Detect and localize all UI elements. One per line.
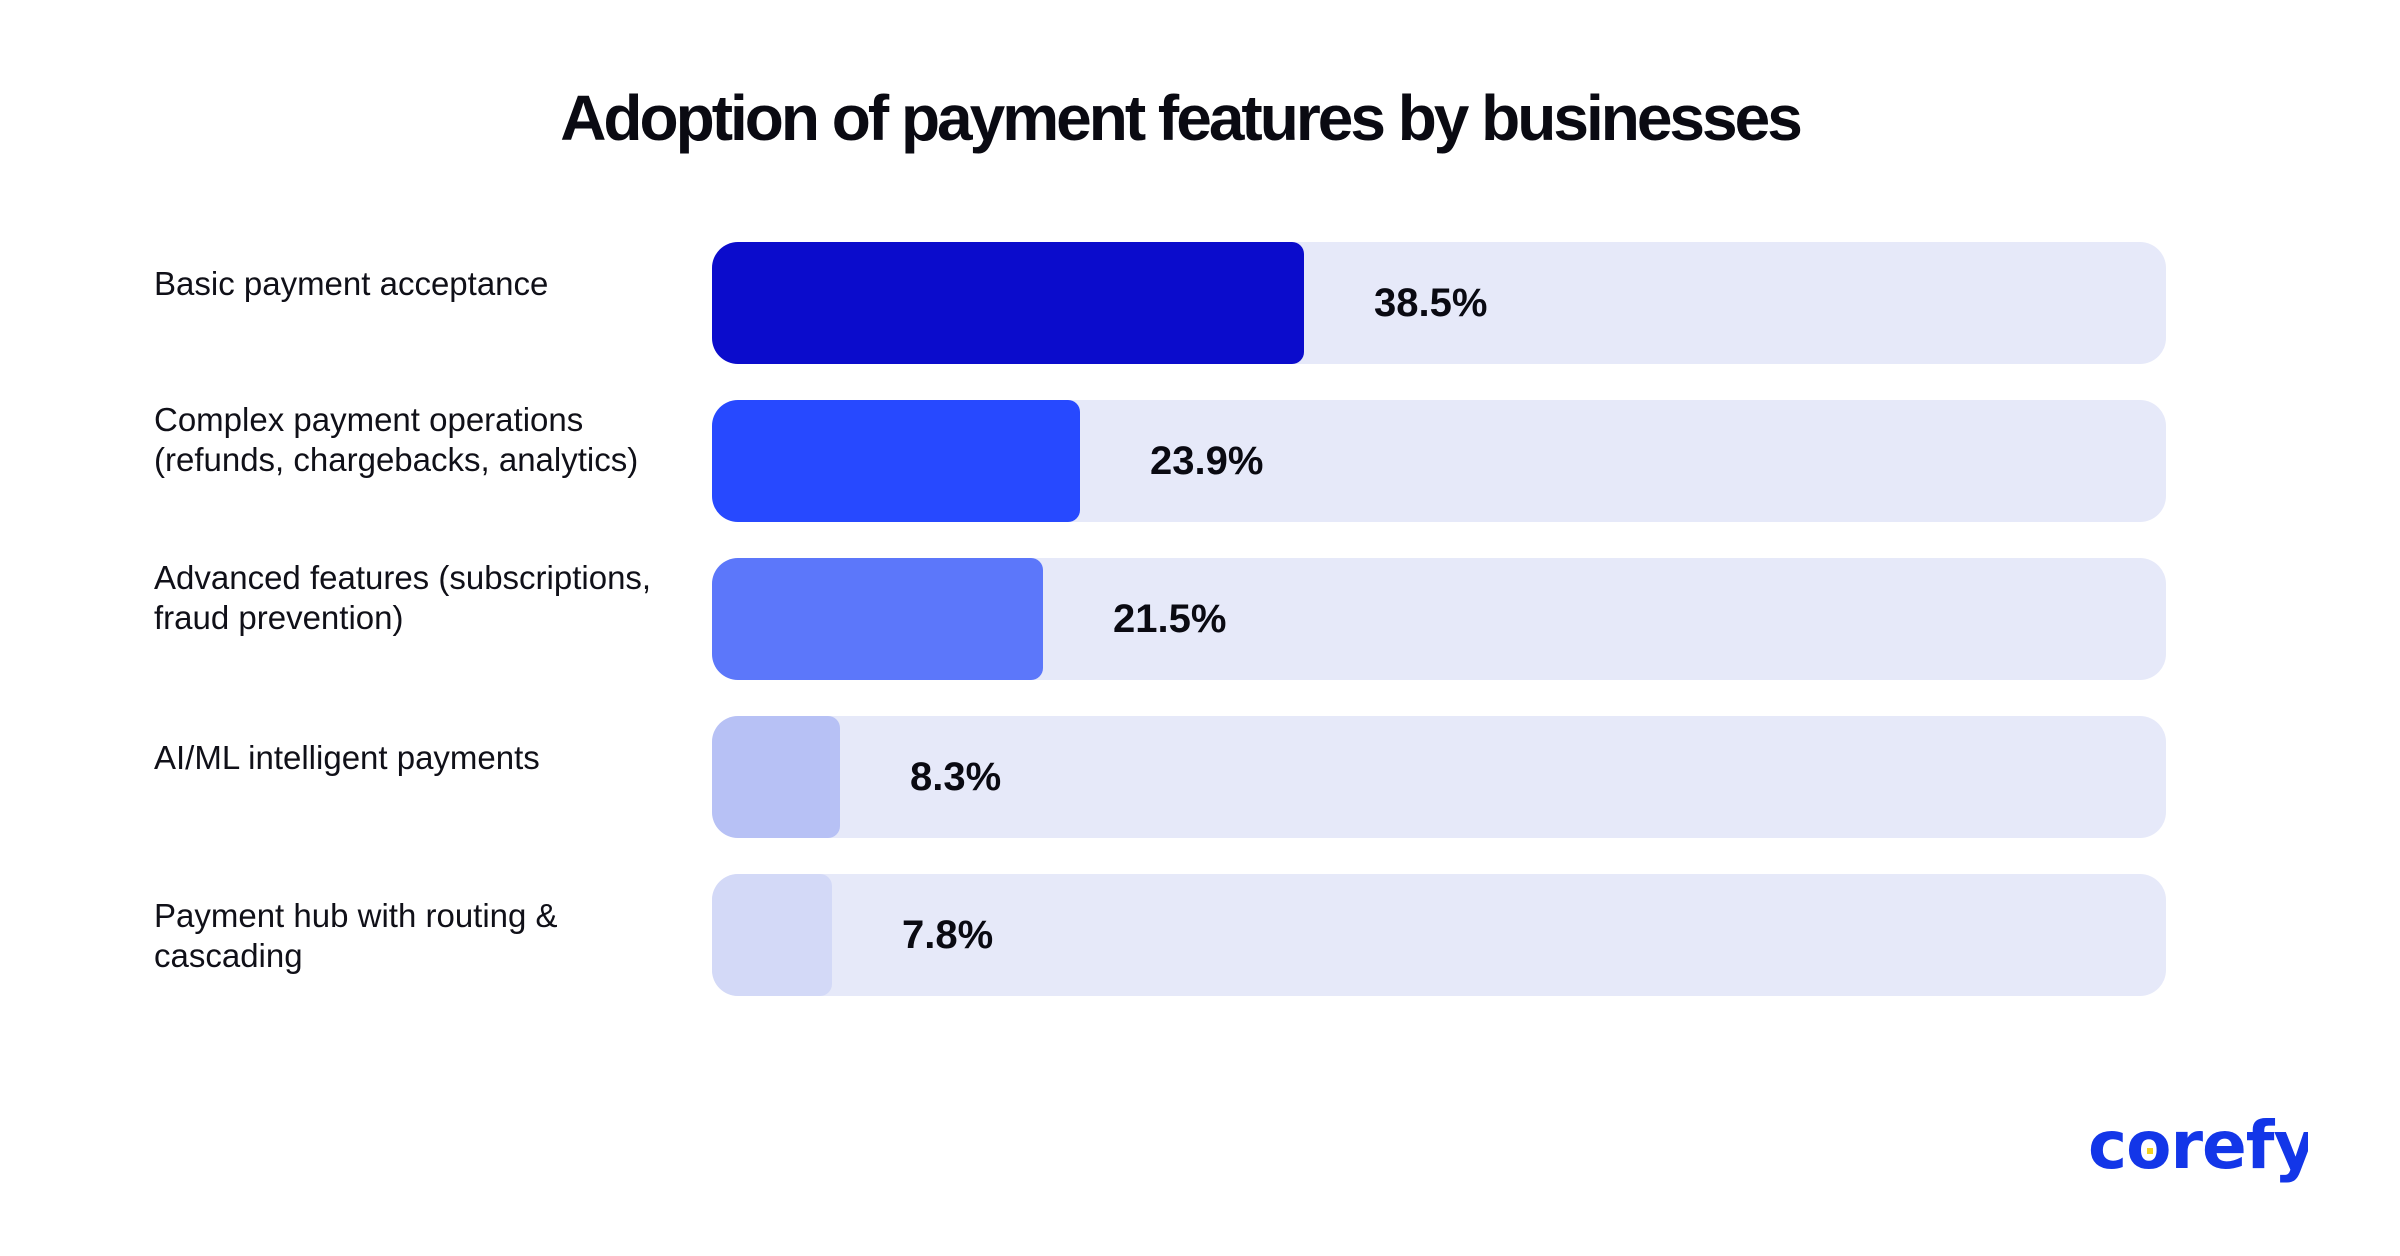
data-label: 7.8% (902, 913, 994, 957)
data-label: 23.9% (1150, 439, 1264, 483)
data-label: 21.5% (1113, 597, 1227, 641)
bar-track: 7.8% (712, 874, 2166, 996)
bar-track: 38.5% (712, 242, 2166, 364)
bar-row: AI/ML intelligent payments 8.3% (0, 716, 2400, 838)
bar-track: 21.5% (712, 558, 2166, 680)
bar-track: 8.3% (712, 716, 2166, 838)
bar-row: Advanced features (subscriptions, fraud … (0, 558, 2400, 680)
bar (712, 242, 1304, 364)
chart-title: Adoption of payment features by business… (560, 82, 1803, 154)
bar-row: Basic payment acceptance 38.5% (0, 242, 2400, 364)
bar (712, 716, 840, 838)
category-label: Payment hub with routing & cascading (154, 897, 558, 974)
data-label: 38.5% (1374, 281, 1488, 325)
bar-row: Payment hub with routing & cascading 7.8% (0, 874, 2400, 996)
bar (712, 558, 1043, 680)
data-label: 8.3% (910, 755, 1002, 799)
bar (712, 400, 1080, 522)
bar (712, 874, 832, 996)
category-label: Basic payment acceptance (154, 265, 549, 302)
svg-text:corefy: corefy (2088, 1108, 2308, 1184)
bar-row: Complex payment operations (refunds, cha… (0, 400, 2400, 522)
category-label: AI/ML intelligent payments (154, 739, 540, 776)
category-label: Advanced features (subscriptions, fraud … (154, 559, 652, 636)
category-label: Complex payment operations (refunds, cha… (154, 401, 639, 478)
bar-track: 23.9% (712, 400, 2166, 522)
corefy-logo: corefy (2088, 1108, 2308, 1184)
